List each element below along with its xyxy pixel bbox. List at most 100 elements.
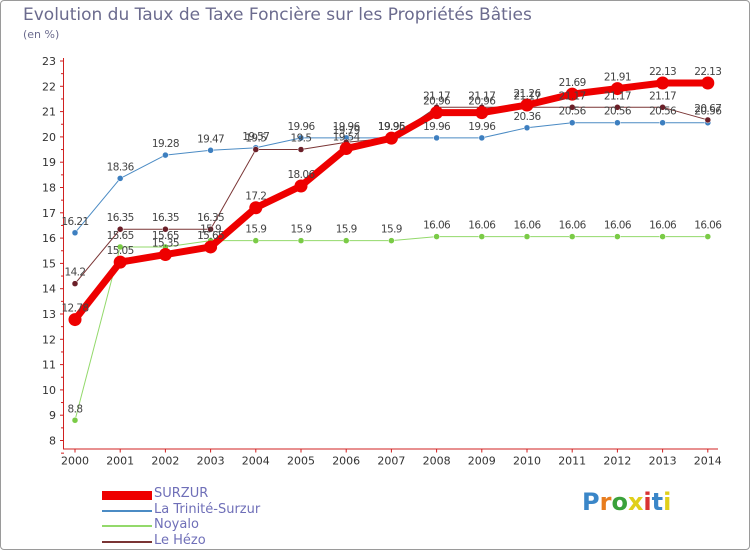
point-le-h-zo (162, 225, 169, 233)
point-surzur (339, 142, 353, 156)
data-label-le-h-zo: 19.79 (333, 125, 360, 137)
data-label-la-trinit-surzur: 20.56 (694, 106, 722, 118)
data-label-surzur: 21.26 (513, 88, 541, 100)
data-label-noyalo: 15.9 (245, 224, 266, 236)
data-label-surzur: 19.95 (378, 121, 405, 133)
point-surzur (656, 76, 670, 90)
point-la-trinit-surzur (116, 175, 124, 182)
point-surzur (113, 255, 127, 269)
y-tick-label: 9 (49, 409, 56, 422)
point-noyalo (388, 237, 395, 244)
y-tick-label: 11 (42, 359, 56, 372)
data-label-le-h-zo: 21.17 (604, 90, 631, 102)
x-tick-label: 2009 (468, 455, 496, 468)
y-tick-label: 14 (42, 283, 56, 296)
data-label-surzur: 17.2 (245, 191, 266, 203)
legend-label: SURZUR (154, 486, 209, 501)
x-tick-label: 2000 (61, 455, 89, 468)
data-label-le-h-zo: 20.67 (694, 103, 721, 115)
point-noyalo (568, 233, 576, 240)
point-noyalo (478, 233, 486, 240)
x-tick-label: 2001 (106, 455, 134, 468)
x-tick-label: 2004 (242, 455, 270, 468)
point-le-h-zo (297, 146, 305, 153)
data-label-surzur: 18.06 (287, 169, 315, 181)
data-label-le-h-zo: 14.2 (65, 267, 86, 279)
data-label-le-h-zo: 16.35 (197, 212, 224, 224)
x-tick-label: 2014 (694, 455, 722, 468)
point-noyalo (342, 237, 350, 244)
data-label-surzur: 15.05 (107, 245, 134, 257)
point-surzur (249, 201, 263, 215)
legend-swatch (102, 540, 152, 543)
y-tick-label: 15 (42, 257, 56, 270)
data-label-le-h-zo: 21.17 (513, 90, 540, 102)
data-label-noyalo: 16.06 (694, 220, 722, 232)
data-label-la-trinit-surzur: 20.56 (604, 106, 632, 118)
data-label-surzur: 20.96 (468, 96, 496, 108)
x-tick-label: 2006 (332, 455, 360, 468)
point-le-h-zo (71, 280, 79, 287)
data-label-surzur: 20.96 (423, 96, 451, 108)
point-le-h-zo (252, 146, 260, 153)
data-label-noyalo: 16.06 (604, 220, 632, 232)
point-le-h-zo (207, 225, 214, 233)
point-surzur (610, 82, 624, 96)
data-label-surzur: 15.35 (152, 238, 179, 250)
data-label-noyalo: 16.06 (468, 220, 496, 232)
y-tick-label: 20 (42, 131, 56, 144)
y-tick-label: 21 (42, 106, 56, 119)
point-la-trinit-surzur (568, 119, 576, 126)
point-surzur (158, 248, 172, 262)
data-label-la-trinit-surzur: 19.28 (152, 138, 179, 150)
point-la-trinit-surzur (659, 119, 666, 126)
point-surzur (68, 313, 82, 327)
x-tick-label: 2010 (513, 455, 541, 468)
data-label-noyalo: 16.06 (649, 220, 677, 232)
data-label-le-h-zo: 16.35 (152, 212, 179, 224)
logo-letter: i (663, 488, 672, 516)
logo-letter: r (599, 488, 612, 516)
proxiti-logo: Proxiti (582, 488, 671, 516)
point-le-h-zo (568, 104, 576, 111)
legend-swatch (102, 490, 152, 500)
x-tick-label: 2008 (423, 455, 451, 468)
point-la-trinit-surzur (71, 229, 79, 237)
data-label-noyalo: 15.9 (291, 224, 312, 236)
point-noyalo (433, 233, 440, 240)
data-label-surzur: 12.78 (61, 303, 88, 315)
point-noyalo (614, 233, 621, 240)
data-label-surzur: 22.13 (649, 66, 676, 78)
data-label-noyalo: 8.8 (68, 403, 83, 415)
legend-label: La Trinité-Surzur (154, 501, 261, 517)
data-label-surzur: 22.13 (694, 66, 721, 78)
data-label-la-trinit-surzur: 19.47 (197, 133, 224, 145)
y-tick-label: 10 (42, 384, 56, 397)
point-le-h-zo (614, 104, 621, 111)
data-label-noyalo: 16.06 (559, 220, 587, 232)
y-tick-label: 19 (42, 156, 56, 169)
logo-letter: i (643, 488, 652, 516)
x-tick-label: 2007 (377, 455, 405, 468)
point-noyalo (116, 243, 124, 251)
data-label-noyalo: 15.9 (381, 224, 402, 236)
data-label-surzur: 15.65 (197, 230, 224, 242)
data-label-le-h-zo: 19.95 (378, 121, 405, 133)
data-label-noyalo: 15.9 (336, 224, 357, 236)
point-noyalo (297, 237, 305, 244)
point-noyalo (704, 233, 712, 240)
y-tick-label: 8 (49, 435, 56, 448)
y-tick-label: 13 (42, 308, 56, 321)
y-tick-label: 17 (42, 207, 56, 220)
data-label-la-trinit-surzur: 20.56 (559, 106, 587, 118)
point-noyalo (71, 417, 79, 424)
x-tick-label: 2012 (603, 455, 631, 468)
y-tick-label: 18 (42, 182, 56, 195)
point-surzur (565, 87, 579, 101)
point-la-trinit-surzur (207, 147, 214, 154)
logo-letter: o (611, 488, 628, 516)
data-label-surzur: 21.69 (559, 77, 586, 89)
data-label-le-h-zo: 21.17 (559, 90, 586, 102)
data-label-la-trinit-surzur: 19.96 (423, 121, 451, 133)
